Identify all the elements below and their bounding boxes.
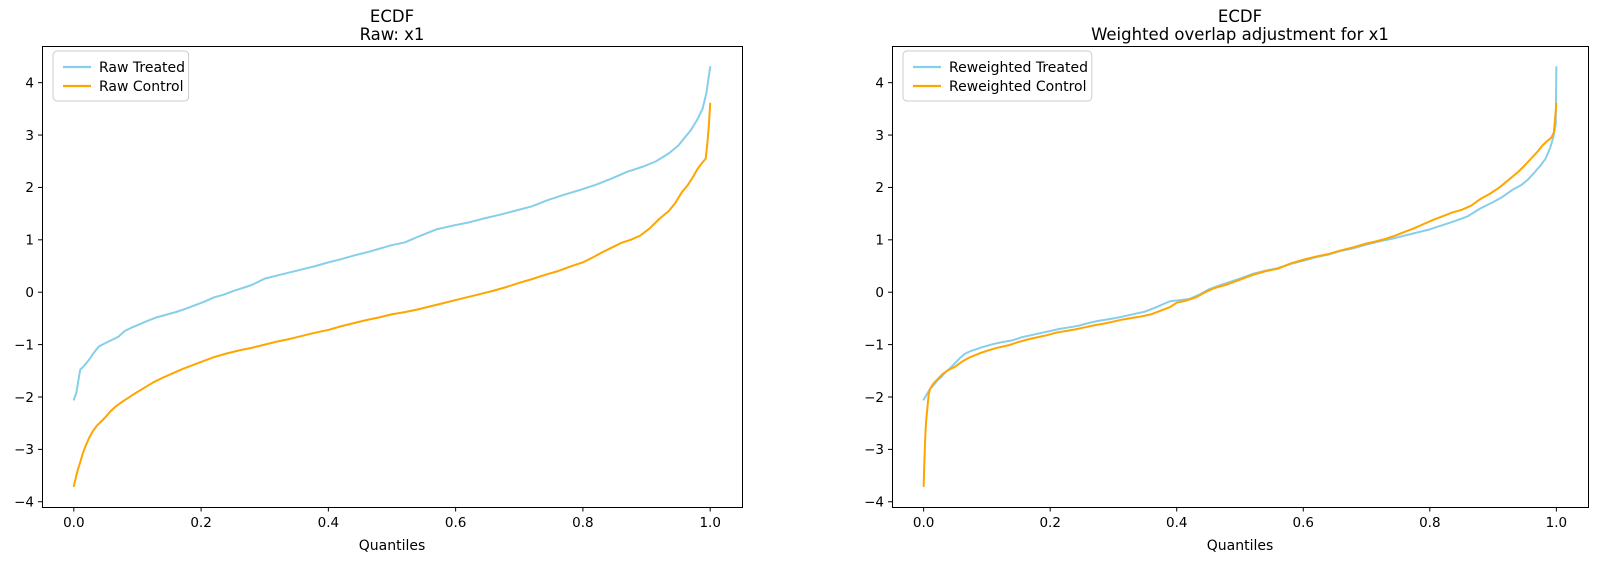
axes-spines [892,46,1589,508]
legend: Reweighted Treated Reweighted Control [902,50,1093,102]
y-tick-label: 0 [25,285,34,301]
x-tick-label: 0.0 [913,515,934,531]
x-tick-label: 0.8 [1419,515,1440,531]
plot-weighted: 0.0 0.2 0.4 0.6 0.8 1.0 −4 −3 −2 −1 0 1 2 3 4 ECDFWeigh… [864,7,1589,554]
legend: Raw Treated Raw Control [52,50,190,102]
y-tick-label: −3 [864,442,884,458]
y-tick-label: −4 [864,495,884,511]
y-tick-label: 1 [25,233,34,249]
x-axis-label: Quantiles [1207,538,1274,554]
y-tick-label: −4 [14,495,34,511]
y-tick-label: −1 [14,337,34,353]
y-tick-label: −3 [14,442,34,458]
x-tick-label: 1.0 [699,515,720,531]
axes-spines [42,46,743,508]
series-line-raw-treated [72,65,712,401]
plot-subtitle: Weighted overlap adjustment for x1 [1091,25,1389,44]
x-tick-label: 0.4 [1166,515,1187,531]
y-tick-label: 0 [875,285,884,301]
x-tick-label: 0.6 [445,515,466,531]
x-tick-label: 0.2 [190,515,211,531]
legend-label: Raw Treated [99,60,185,76]
y-tick-label: 4 [875,75,884,91]
series-line-reweighted-control [922,102,1558,488]
legend-label: Reweighted Control [949,79,1086,95]
y-tick-label: 4 [25,75,34,91]
x-tick-label: 0.4 [318,515,339,531]
y-tick-label: −2 [14,390,34,406]
y-tick-label: 1 [875,233,884,249]
plot-title: ECDF [370,7,414,26]
x-axis-label: Quantiles [359,538,426,554]
y-tick-label: −2 [864,390,884,406]
legend-box [902,50,1093,102]
series-line-reweighted-treated [922,65,1558,401]
x-tick-label: 0.6 [1293,515,1314,531]
y-tick-label: 2 [875,180,884,196]
y-tick-label: 3 [25,128,34,144]
x-tick-label: 0.0 [63,515,84,531]
x-tick-label: 1.0 [1546,515,1567,531]
x-tick-label: 0.2 [1039,515,1060,531]
x-tick-label: 0.8 [572,515,593,531]
legend-label: Reweighted Treated [949,60,1088,76]
plot-raw: 0.0 0.2 0.4 0.6 0.8 1.0 −4 −3 −2 −1 0 1 2 3 4 ECDFRaw: … [14,7,743,554]
plot-subtitle: Raw: x1 [360,25,425,44]
legend-box [52,50,190,102]
y-tick-label: 2 [25,180,34,196]
series-line-raw-control [72,102,712,488]
plot-title: ECDF [1218,7,1262,26]
legend-label: Raw Control [99,79,184,95]
y-tick-label: 3 [875,128,884,144]
y-tick-label: −1 [864,337,884,353]
